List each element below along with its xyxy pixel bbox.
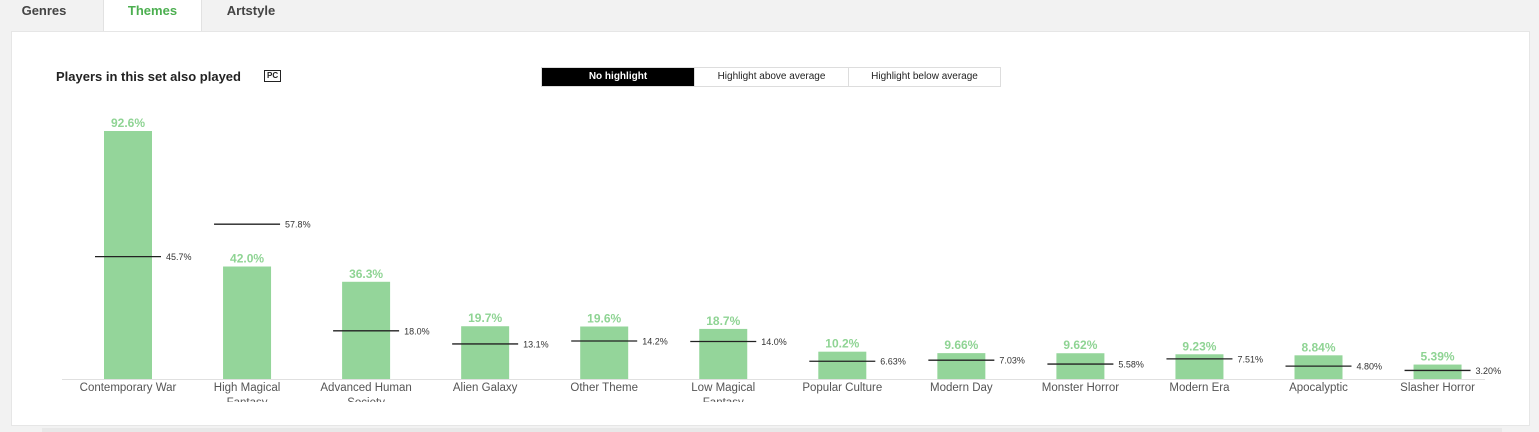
bar-low-magical-fantasy[interactable] [699,328,748,379]
bar-apocalyptic[interactable] [1294,355,1343,379]
category-label-line2-advanced-human-society: Society [347,397,385,409]
category-label-alien-galaxy: Alien Galaxy [453,382,518,394]
category-label-slasher-horror: Slasher Horror [1400,382,1475,394]
category-label-modern-day: Modern Day [930,382,993,394]
category-label-line2-high-magical-fantasy: Fantasy [227,397,268,409]
average-label-other-theme: 14.2% [642,336,668,346]
value-label-slasher-horror: 5.39% [1421,350,1455,364]
bar-other-theme[interactable] [580,326,629,379]
average-label-popular-culture: 6.63% [880,357,906,367]
category-label-line2-low-magical-fantasy: Fantasy [703,397,744,409]
bar-monster-horror[interactable] [1056,353,1105,379]
average-label-monster-horror: 5.58% [1118,360,1144,370]
highlight-toggle-group: No highlight Highlight above average Hig… [541,67,1001,87]
value-label-other-theme: 19.6% [587,312,621,326]
value-label-monster-horror: 9.62% [1063,338,1097,352]
category-label-advanced-human-society: Advanced Human [320,382,411,394]
bar-modern-era[interactable] [1175,354,1224,379]
average-label-slasher-horror: 3.20% [1476,366,1502,376]
average-label-low-magical-fantasy: 14.0% [761,337,787,347]
category-label-apocalyptic: Apocalyptic [1289,382,1348,394]
tab-genres[interactable]: Genres [21,3,67,18]
category-label-low-magical-fantasy: Low Magical [691,382,755,394]
average-label-modern-day: 7.03% [999,356,1025,366]
platform-badge: PC [264,70,282,82]
value-label-modern-era: 9.23% [1182,339,1216,353]
no-highlight-button[interactable]: No highlight [542,68,695,86]
category-label-monster-horror: Monster Horror [1042,382,1119,394]
bar-popular-culture[interactable] [818,351,867,379]
tab-artstyle[interactable]: Artstyle [226,3,276,18]
tab-themes[interactable]: Themes [103,0,202,31]
average-label-apocalyptic: 4.80% [1357,362,1383,372]
category-label-other-theme: Other Theme [570,382,638,394]
average-label-modern-era: 7.51% [1237,354,1263,364]
chart-title: Players in this set also played [56,69,241,84]
bar-contemporary-war[interactable] [104,131,152,379]
highlight-below-average-button[interactable]: Highlight below average [871,71,978,82]
bar-alien-galaxy[interactable] [461,326,510,379]
value-label-contemporary-war: 92.6% [111,116,145,130]
highlight-above-average-button[interactable]: Highlight above average [695,68,849,86]
bar-modern-day[interactable] [937,353,986,379]
value-label-modern-day: 9.66% [944,338,978,352]
category-label-high-magical-fantasy: High Magical [214,382,280,394]
tab-bar: Genres Themes Artstyle [0,0,1539,31]
bar-slasher-horror[interactable] [1413,364,1462,379]
bar-high-magical-fantasy[interactable] [223,266,272,379]
category-label-popular-culture: Popular Culture [802,382,882,394]
average-label-high-magical-fantasy: 57.8% [285,220,311,230]
value-label-low-magical-fantasy: 18.7% [706,314,740,328]
average-label-contemporary-war: 45.7% [166,252,192,262]
value-label-popular-culture: 10.2% [825,337,859,351]
category-label-modern-era: Modern Era [1169,382,1230,394]
category-label-contemporary-war: Contemporary War [80,382,177,394]
value-label-high-magical-fantasy: 42.0% [230,252,264,266]
panel-shadow [42,428,1502,432]
value-label-advanced-human-society: 36.3% [349,267,383,281]
value-label-alien-galaxy: 19.7% [468,311,502,325]
average-label-alien-galaxy: 13.1% [523,339,549,349]
value-label-apocalyptic: 8.84% [1301,340,1335,354]
average-label-advanced-human-society: 18.0% [404,326,430,336]
